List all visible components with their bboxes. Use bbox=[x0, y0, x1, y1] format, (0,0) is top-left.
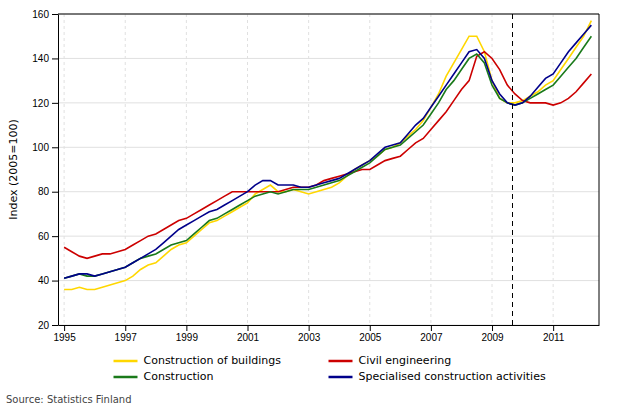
grid-line bbox=[308, 14, 309, 325]
tick-label: 120 bbox=[32, 98, 49, 109]
tick-label: 1995 bbox=[53, 332, 76, 343]
legend-swatch bbox=[114, 360, 138, 363]
grid-line bbox=[430, 14, 431, 325]
tick-mark bbox=[370, 325, 371, 331]
grid-line bbox=[58, 147, 599, 148]
tick-label: 2003 bbox=[298, 332, 321, 343]
source-note: Source: Statistics Finland bbox=[6, 394, 132, 405]
reference-line bbox=[512, 14, 513, 325]
series-line bbox=[64, 52, 591, 259]
tick-mark bbox=[52, 281, 58, 282]
tick-label: 2011 bbox=[543, 332, 565, 343]
tick-mark bbox=[553, 325, 554, 331]
grid-line bbox=[492, 14, 493, 325]
tick: 160 bbox=[32, 9, 58, 20]
tick-mark bbox=[52, 325, 58, 326]
tick: 2001 bbox=[237, 325, 260, 343]
tick-label: 140 bbox=[32, 53, 49, 64]
tick: 40 bbox=[38, 275, 58, 286]
tick: 2007 bbox=[420, 325, 443, 343]
tick: 120 bbox=[32, 98, 58, 109]
tick-mark bbox=[52, 236, 58, 237]
legend-item: Civil engineering bbox=[329, 354, 452, 367]
legend-swatch bbox=[329, 360, 353, 363]
tick-label: 100 bbox=[32, 142, 49, 153]
tick-label: 160 bbox=[32, 9, 49, 20]
tick: 60 bbox=[38, 231, 58, 242]
tick: 140 bbox=[32, 53, 58, 64]
tick-label: 60 bbox=[38, 231, 50, 242]
axis-line bbox=[58, 15, 59, 326]
grid-line bbox=[58, 58, 599, 59]
tick-label: 80 bbox=[38, 186, 50, 197]
grid-line bbox=[186, 14, 187, 325]
tick: 1999 bbox=[176, 325, 199, 343]
tick: 1995 bbox=[53, 325, 76, 343]
legend-item: Specialised construction activities bbox=[329, 370, 546, 383]
grid-line bbox=[58, 191, 599, 192]
grid-line bbox=[247, 14, 248, 325]
frame bbox=[599, 14, 600, 325]
grid-line bbox=[553, 14, 554, 325]
grid-line bbox=[125, 14, 126, 325]
tick-mark bbox=[52, 14, 58, 15]
tick: 2005 bbox=[359, 325, 382, 343]
grid-line bbox=[58, 325, 599, 326]
legend-swatch bbox=[114, 376, 138, 379]
frame bbox=[58, 14, 599, 15]
marks bbox=[64, 14, 591, 325]
grid bbox=[58, 14, 599, 325]
tick-mark bbox=[64, 325, 65, 331]
tick-label: 2001 bbox=[237, 332, 260, 343]
tick: 80 bbox=[38, 186, 58, 197]
x-axis: 1995 1997 1999 2001 2003 2005 2007 2009 2011 bbox=[53, 325, 599, 343]
tick-mark bbox=[52, 147, 58, 148]
legend: Construction of buildings Civil engineeri… bbox=[114, 354, 546, 383]
y-axis-title: Index (2005=100) bbox=[7, 119, 20, 220]
legend-item: Construction bbox=[114, 370, 214, 383]
tick-label: 2009 bbox=[481, 332, 504, 343]
tick-label: 40 bbox=[38, 275, 50, 286]
tick-mark bbox=[309, 325, 310, 331]
legend-item: Construction of buildings bbox=[114, 354, 282, 367]
tick-mark bbox=[186, 325, 187, 331]
tick-mark bbox=[52, 103, 58, 104]
tick-mark bbox=[492, 325, 493, 331]
tick: 20 bbox=[38, 320, 58, 331]
tick-label: 1997 bbox=[115, 332, 138, 343]
grid-line bbox=[58, 280, 599, 281]
chart: 1995 1997 1999 2001 2003 2005 2007 2009 2011 20 40… bbox=[0, 0, 617, 417]
tick-mark bbox=[52, 58, 58, 59]
plot: 1995 1997 1999 2001 2003 2005 2007 2009 2011 20 40… bbox=[32, 9, 599, 343]
tick: 2003 bbox=[298, 325, 321, 343]
tick-mark bbox=[431, 325, 432, 331]
tick: 2011 bbox=[543, 325, 565, 343]
tick-label: 1999 bbox=[176, 332, 199, 343]
tick-mark bbox=[52, 192, 58, 193]
legend-swatch bbox=[329, 376, 353, 379]
grid-line bbox=[58, 236, 599, 237]
tick-label: 2005 bbox=[359, 332, 382, 343]
tick-label: 20 bbox=[38, 320, 50, 331]
tick-mark bbox=[125, 325, 126, 331]
y-axis: 20 40 60 80 100 120 140 160 bbox=[32, 9, 58, 331]
grid-line bbox=[58, 14, 599, 15]
tick-label: 2007 bbox=[420, 332, 443, 343]
axis-line bbox=[59, 325, 600, 326]
tick: 1997 bbox=[115, 325, 138, 343]
tick-mark bbox=[248, 325, 249, 331]
legend-label: Civil engineering bbox=[359, 354, 452, 367]
legend-label: Specialised construction activities bbox=[359, 370, 546, 383]
legend-label: Construction bbox=[144, 370, 214, 383]
tick: 100 bbox=[32, 142, 58, 153]
legend-label: Construction of buildings bbox=[144, 354, 282, 367]
tick: 2009 bbox=[481, 325, 504, 343]
